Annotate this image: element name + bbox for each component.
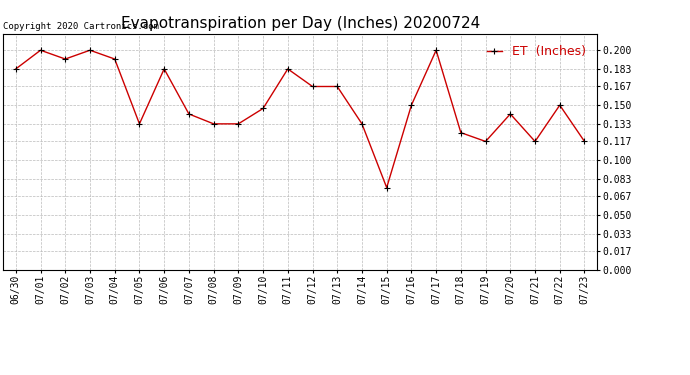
Text: Copyright 2020 Cartronics.com: Copyright 2020 Cartronics.com — [3, 22, 159, 32]
Title: Evapotranspiration per Day (Inches) 20200724: Evapotranspiration per Day (Inches) 2020… — [121, 16, 480, 31]
Legend: ET  (Inches): ET (Inches) — [482, 40, 591, 63]
